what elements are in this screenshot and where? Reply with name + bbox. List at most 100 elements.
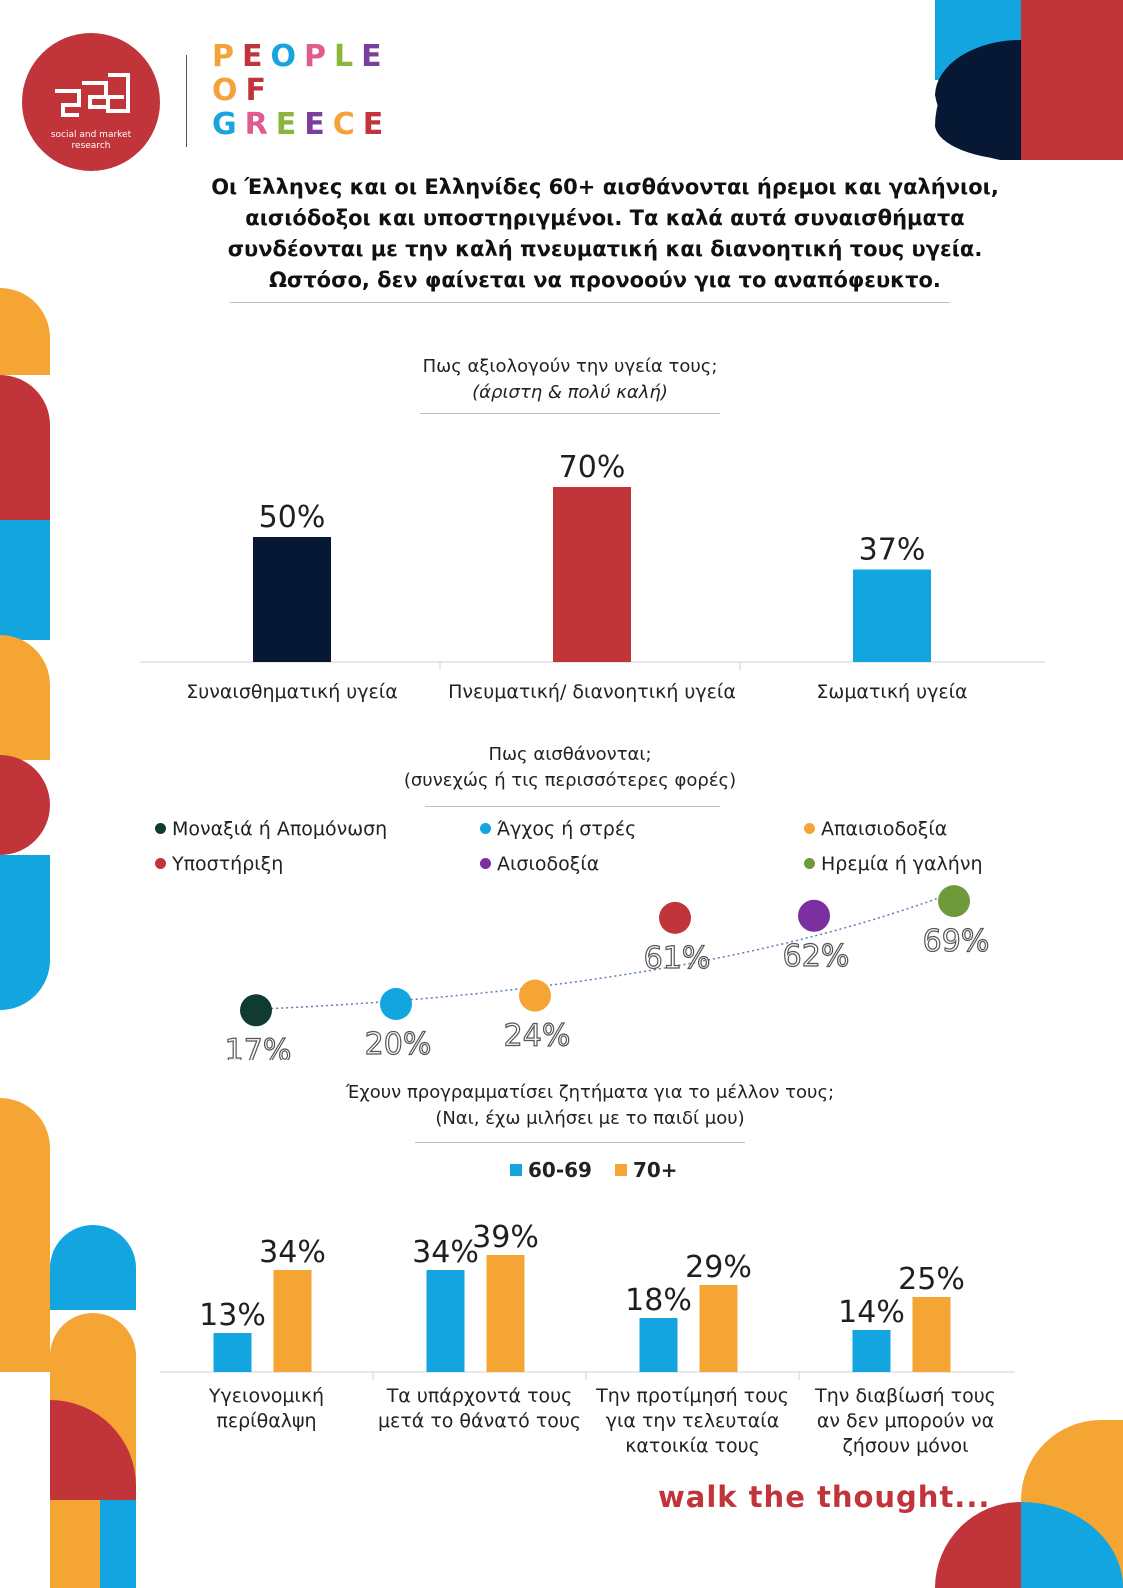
legend-label: Ηρεμία ή γαλήνη — [821, 853, 983, 875]
bar-3 — [853, 569, 931, 662]
legend-60-69: 60-69 — [510, 1158, 592, 1182]
dot-6 — [938, 885, 970, 918]
legend-dot — [155, 858, 166, 869]
brand-letter: P — [304, 39, 335, 74]
data-label: 25% — [898, 1262, 965, 1297]
category-label-line: Την προτίμησή τους — [596, 1385, 789, 1407]
data-label: 61% — [644, 941, 711, 976]
brand-letter: E — [275, 107, 305, 142]
dot-5 — [798, 899, 830, 932]
bar-70+-2 — [486, 1255, 525, 1372]
category-label-line: Τα υπάρχοντά τους — [386, 1385, 573, 1407]
dot-2 — [380, 988, 412, 1020]
brand-letter: F — [245, 73, 275, 108]
category-label-line: ζήσουν μόνοι — [842, 1435, 969, 1457]
brand-letter: E — [362, 107, 392, 142]
brand-letter: E — [304, 107, 333, 142]
category-label-line: Υγειονομική — [208, 1385, 325, 1407]
health-chart-rule — [420, 413, 720, 414]
brand-letter: O — [270, 39, 305, 74]
planning-bar-chart: 13%34% 34%39%18%29%14%25% — [160, 1220, 1015, 1380]
legend-item: Υποστήριξη — [155, 853, 283, 875]
legend-label: Απαισιοδοξία — [821, 818, 948, 840]
legend-item: Μοναξιά ή Απομόνωση — [155, 818, 387, 840]
logo-subtitle: social and market research — [50, 130, 132, 151]
bar-2 — [553, 487, 631, 662]
legend-item: Άγχος ή στρές — [480, 818, 636, 840]
legend-item: Αισιοδοξία — [480, 853, 599, 875]
legend-dot — [804, 858, 815, 869]
category-label: Πνευματική/ διανοητική υγεία — [448, 681, 736, 703]
brand-letter: E — [242, 39, 271, 74]
legend-swatch-blue — [510, 1164, 522, 1176]
dot-4 — [659, 901, 691, 934]
feelings-chart-rule — [425, 806, 720, 807]
headline-rule — [230, 302, 950, 303]
brand-letter: O — [212, 73, 246, 108]
category-label: Συναισθηματική υγεία — [186, 681, 398, 703]
feelings-chart-title: Πως αισθάνονται; (συνεχώς ή τις περισσότ… — [403, 744, 737, 791]
data-label: 29% — [685, 1250, 752, 1285]
data-label: 50% — [259, 500, 326, 535]
bar-1 — [253, 537, 331, 662]
data-label: 24% — [504, 1019, 571, 1054]
category-label-line: περίθαλψη — [216, 1410, 317, 1432]
bar-60-69-4 — [852, 1330, 891, 1372]
category-label: Υγειονομική περίθαλψη — [160, 1384, 373, 1434]
legend-70-plus: 70+ — [614, 1158, 678, 1182]
bar-60-69-1 — [213, 1333, 252, 1372]
data-label: 39% — [472, 1220, 539, 1255]
bar-70+-1 — [273, 1270, 312, 1372]
brand-letter: L — [334, 39, 362, 74]
data-label: 37% — [859, 533, 926, 568]
category-label: Την προτίμησή τους για την τελευταία κατοι… — [586, 1384, 799, 1459]
trendline — [255, 889, 961, 1011]
brand-letter: P — [212, 39, 242, 74]
data-label: 34% — [259, 1235, 326, 1270]
category-label-line: κατοικία τους — [625, 1435, 760, 1457]
bar-60-69-2 — [426, 1270, 465, 1372]
legend-label: Αισιοδοξία — [497, 853, 600, 875]
headline: Οι Έλληνες και οι Ελληνίδες 60+ αισθάνον… — [211, 175, 999, 292]
legend-label: Άγχος ή στρές — [497, 818, 637, 840]
category-label: Σωματική υγεία — [816, 681, 967, 703]
health-bar-chart: 50% Συναισθηματική υγεία 70% Πνευματική/ δι… — [140, 450, 1045, 703]
legend-item: Απαισιοδοξία — [804, 818, 947, 840]
brand-letter: E — [361, 39, 390, 74]
data-label: 18% — [625, 1283, 692, 1318]
brand-word-2: OF — [212, 74, 391, 108]
legend-dot — [804, 823, 815, 834]
data-label: 34% — [412, 1235, 479, 1270]
category-label-line: Την διαβίωσή τους — [815, 1385, 996, 1407]
data-label: 62% — [783, 939, 850, 974]
planning-chart-title: Έχουν προγραμματίσει ζητήματα για το μέλ… — [345, 1082, 835, 1129]
health-chart-title: Πως αξιολογούν την υγεία τους; (άριστη &… — [422, 356, 718, 403]
legend-label: Υποστήριξη — [172, 853, 284, 875]
bar-60-69-3 — [639, 1318, 678, 1372]
category-label: Την διαβίωσή τους αν δεν μπορούν να ζήσουν… — [799, 1384, 1012, 1459]
category-label-line: αν δεν μπορούν να — [816, 1410, 995, 1432]
logo-separator — [186, 55, 187, 147]
data-label: 70% — [559, 450, 626, 485]
data-label: 14% — [838, 1295, 905, 1330]
planning-chart-rule — [415, 1142, 745, 1143]
data-label: 17% — [225, 1033, 292, 1060]
brand-word-3: GREECE — [212, 108, 391, 142]
data-label: 69% — [923, 924, 990, 959]
legend-dot — [155, 823, 166, 834]
company-logo — [22, 33, 160, 171]
logo-mark-icon — [55, 73, 130, 117]
legend-label: Μοναξιά ή Απομόνωση — [172, 818, 388, 840]
data-label: 20% — [365, 1027, 432, 1060]
planning-legend: 60-69 70+ — [510, 1158, 678, 1182]
legend-dot — [480, 823, 491, 834]
category-label-line: μετά το θάνατό τους — [377, 1410, 582, 1432]
bar-70+-3 — [699, 1285, 738, 1372]
feelings-dot-chart: 17% 20% 24% 61% 62% 69% — [224, 885, 990, 1060]
dot-3 — [519, 979, 551, 1012]
category-label: Τα υπάρχοντά τους μετά το θάνατό τους — [373, 1384, 586, 1434]
data-label: 13% — [199, 1298, 266, 1333]
brand-letter: R — [244, 107, 276, 142]
dot-1 — [240, 994, 272, 1027]
